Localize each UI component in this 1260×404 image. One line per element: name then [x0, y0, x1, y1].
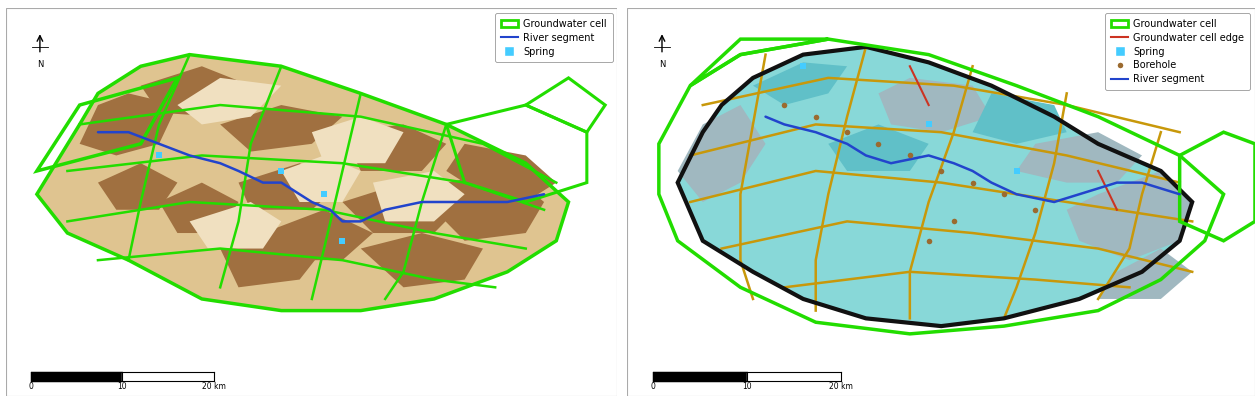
Text: 20 km: 20 km — [829, 382, 853, 391]
Text: 10: 10 — [117, 382, 127, 391]
Polygon shape — [360, 233, 483, 287]
Legend: Groundwater cell, River segment, Spring: Groundwater cell, River segment, Spring — [495, 13, 612, 62]
Polygon shape — [753, 62, 847, 105]
Polygon shape — [220, 233, 324, 287]
Polygon shape — [373, 171, 465, 221]
Polygon shape — [37, 55, 568, 311]
Polygon shape — [238, 163, 343, 210]
Polygon shape — [79, 93, 178, 156]
Polygon shape — [178, 78, 281, 124]
Polygon shape — [159, 183, 238, 233]
Polygon shape — [343, 124, 446, 171]
Polygon shape — [343, 183, 465, 233]
Text: 20 km: 20 km — [202, 382, 226, 391]
Text: 10: 10 — [742, 382, 751, 391]
Polygon shape — [1067, 171, 1192, 260]
Text: N: N — [659, 61, 665, 69]
Polygon shape — [190, 202, 281, 248]
Polygon shape — [828, 124, 929, 171]
Polygon shape — [312, 117, 403, 163]
Polygon shape — [878, 78, 992, 132]
Text: 0: 0 — [650, 382, 655, 391]
Polygon shape — [678, 47, 1192, 326]
Text: 0: 0 — [28, 382, 33, 391]
Polygon shape — [973, 93, 1067, 144]
Polygon shape — [98, 163, 178, 210]
Polygon shape — [220, 105, 343, 152]
Polygon shape — [1017, 132, 1142, 183]
Polygon shape — [281, 156, 360, 202]
Polygon shape — [446, 144, 556, 202]
Polygon shape — [141, 66, 251, 117]
Polygon shape — [433, 171, 544, 241]
Polygon shape — [1099, 248, 1192, 299]
Legend: Groundwater cell, Groundwater cell edge, Spring, Borehole, River segment: Groundwater cell, Groundwater cell edge,… — [1105, 13, 1250, 90]
Polygon shape — [263, 210, 373, 260]
Polygon shape — [678, 105, 766, 202]
Text: N: N — [37, 61, 43, 69]
